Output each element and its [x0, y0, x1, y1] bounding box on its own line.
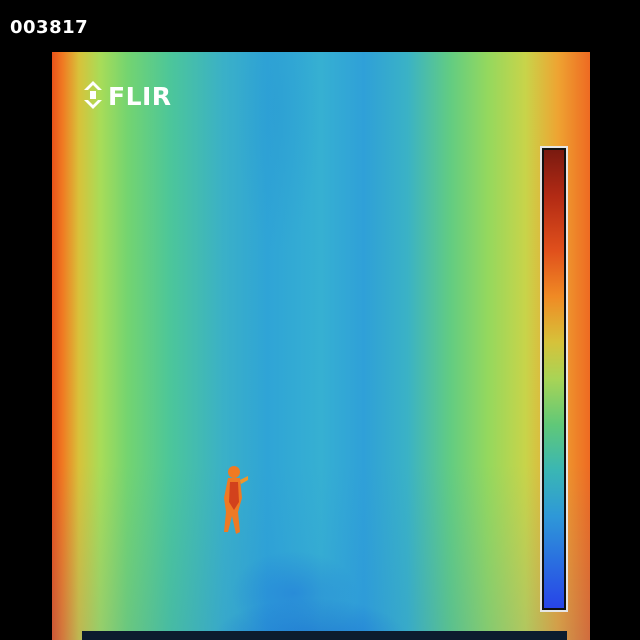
person-heat-signature: [212, 462, 252, 542]
flir-logo-text: FLIR: [108, 82, 172, 111]
temperature-color-scale: [540, 146, 568, 612]
thermal-image: FLIR: [52, 52, 590, 640]
flir-logo-icon: [82, 80, 104, 115]
status-strip: [82, 631, 567, 640]
flir-logo: FLIR: [82, 80, 172, 115]
frame-counter: 003817: [10, 17, 89, 38]
thermal-shading: [52, 52, 590, 640]
